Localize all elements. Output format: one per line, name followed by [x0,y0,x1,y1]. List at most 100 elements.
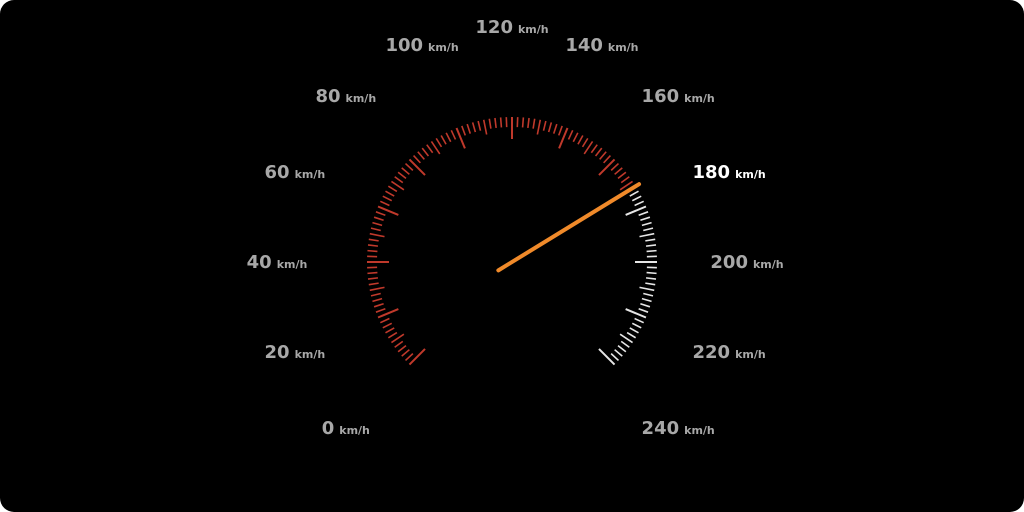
speed-label-unit: km/h [735,168,766,181]
speed-label-0: 0 km/h [322,418,370,439]
tick-mark [557,125,563,136]
tick-mark [370,227,381,232]
tick-mark [629,327,639,334]
tick-mark [598,158,616,176]
tick-mark [643,227,654,232]
tick-mark [594,147,603,157]
tick-mark [631,322,642,329]
speed-needle [496,182,642,273]
tick-mark [397,344,407,353]
tick-mark [577,135,584,145]
tick-mark [367,244,379,247]
tick-mark [641,221,652,227]
tick-mark [610,353,620,362]
tick-mark [368,282,379,286]
tick-mark [638,307,649,313]
tick-mark [499,117,503,128]
tick-mark [626,331,637,339]
tick-mark [367,271,378,275]
tick-mark [619,180,634,191]
tick-mark [404,353,414,362]
tick-mark [397,171,407,180]
tick-mark [617,171,627,180]
tick-mark [634,200,645,207]
tick-mark [390,180,405,191]
tick-mark [583,140,594,155]
tick-mark [631,195,642,202]
tick-mark [590,144,598,154]
speed-labels: 0 km/h 20 km/h 40 km/h 60 km/h 80 km/h 100 km/h 120 k… [247,17,784,439]
speed-label-60: 60 km/h [265,162,326,183]
tick-mark [373,302,384,308]
tick-mark [645,277,657,280]
tick-mark [639,286,655,292]
tick-mark [610,162,620,171]
tick-mark [620,340,630,348]
tick-mark [372,221,383,227]
speed-label-40: 40 km/h [247,252,308,273]
tick-mark [367,249,378,253]
tick-mark [377,205,399,216]
tick-mark [625,205,647,216]
tick-mark [368,238,379,242]
tick-mark [619,333,634,344]
tick-mark [521,117,525,128]
speed-label-unit: km/h [295,348,326,361]
tick-mark [426,144,434,154]
tick-mark [625,308,647,319]
speed-label-20: 20 km/h [265,342,326,363]
speed-label-200: 200 km/h [710,252,783,273]
speed-label-value: 160 [642,86,680,107]
tick-mark [387,331,398,339]
tick-mark [629,190,639,197]
speed-label-unit: km/h [346,92,377,105]
tick-mark [603,154,612,164]
tick-mark [401,167,410,175]
speed-label-unit: km/h [684,92,715,105]
tick-mark [382,195,393,202]
tick-mark [401,349,410,357]
tick-mark [471,122,477,133]
tick-mark [620,176,630,184]
tick-mark [466,123,472,134]
tick-mark [385,327,395,334]
tick-mark [547,122,553,133]
tick-mark [477,120,482,131]
tick-mark [440,135,447,145]
tick-mark [373,216,384,222]
speed-label-value: 40 [247,252,272,273]
speed-label-unit: km/h [277,258,308,271]
tick-mark [379,317,390,324]
tick-mark [412,154,421,164]
tick-mark [435,137,443,148]
tick-mark [367,277,379,280]
tick-mark [382,322,393,329]
speed-label-180: 180 km/h [693,162,766,183]
speed-label-220: 220 km/h [693,342,766,363]
tick-mark [488,118,492,129]
speed-label-80: 80 km/h [315,86,376,107]
tick-mark [598,348,616,366]
tick-mark [482,119,488,135]
tick-mark [641,297,652,303]
speed-label-value: 120 [475,17,513,38]
tick-mark [450,129,457,140]
tick-mark [394,340,404,348]
speed-label-unit: km/h [735,348,766,361]
tick-mark [445,132,452,143]
tick-mark [377,308,399,319]
speed-label-value: 220 [693,342,731,363]
speed-label-value: 240 [642,418,680,439]
speed-label-value: 200 [710,252,748,273]
tick-mark [404,162,414,171]
speed-label-unit: km/h [295,168,326,181]
tick-mark [369,286,385,292]
tick-mark [390,333,405,344]
tick-mark [375,211,386,217]
tick-mark [638,211,649,217]
tick-mark [599,151,607,160]
speed-label-value: 60 [265,162,290,183]
speed-label-value: 0 [322,418,335,439]
